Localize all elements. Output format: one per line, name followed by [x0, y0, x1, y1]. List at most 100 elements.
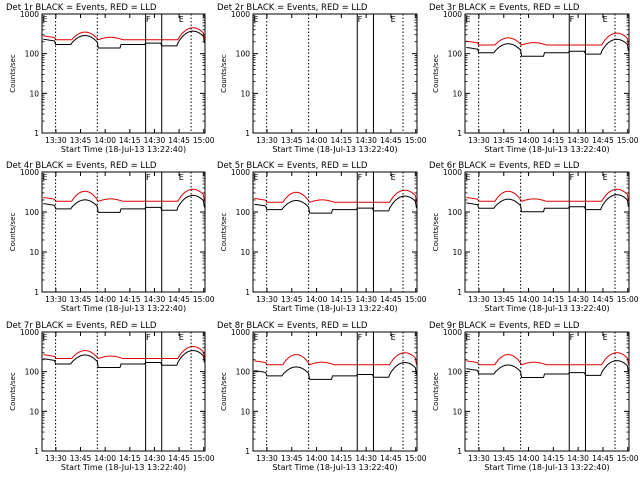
- y-tick-label: 10: [240, 248, 250, 257]
- events-series-line: [43, 30, 205, 49]
- x-tick-label: 13:30: [45, 136, 67, 145]
- x-tick-label: 14:00: [94, 136, 116, 145]
- y-tick-label: 100: [448, 50, 463, 59]
- panel-title: Det 6r BLACK = Events, RED = LLD: [429, 161, 580, 171]
- y-tick-label: 1000: [20, 168, 39, 177]
- panel-title: Det 9r BLACK = Events, RED = LLD: [429, 321, 580, 331]
- x-tick-label: 15:00: [617, 454, 639, 463]
- segment-marker-label: F: [358, 173, 363, 182]
- x-axis-label: Start Time (18-Jul-13 13:22:40): [484, 145, 609, 154]
- events-series-line: [254, 195, 417, 214]
- y-tick-label: 1000: [231, 10, 250, 19]
- x-tick-label: 15:00: [617, 295, 639, 304]
- x-tick-label: 13:30: [45, 454, 67, 463]
- x-tick-label: 13:30: [256, 295, 278, 304]
- x-tick-label: 14:00: [306, 295, 328, 304]
- y-axis-label: Counts/sec: [220, 372, 228, 411]
- y-tick-label: 100: [25, 208, 40, 217]
- y-tick-label: 100: [448, 208, 463, 217]
- panel-title: Det 3r BLACK = Events, RED = LLD: [429, 3, 580, 13]
- y-tick-label: 1: [457, 129, 462, 138]
- y-axis-label: Counts/sec: [9, 54, 17, 93]
- y-tick-label: 100: [236, 208, 251, 217]
- segment-marker-label: E: [391, 333, 396, 342]
- y-tick-label: 10: [240, 89, 250, 98]
- x-tick-label: 14:15: [543, 295, 565, 304]
- x-tick-label: 14:00: [94, 454, 116, 463]
- y-axis-label: Counts/sec: [432, 213, 440, 252]
- segment-marker-label: F: [570, 15, 575, 24]
- x-tick-label: 14:30: [355, 295, 377, 304]
- segment-marker-label: F: [146, 333, 151, 342]
- segment-marker-label: E: [391, 15, 396, 24]
- y-tick-label: 10: [29, 248, 39, 257]
- y-tick-label: 1: [457, 288, 462, 297]
- x-tick-label: 15:00: [193, 295, 215, 304]
- x-tick-label: 14:15: [331, 295, 353, 304]
- x-tick-label: 14:00: [518, 295, 540, 304]
- segment-marker-label: E: [179, 173, 184, 182]
- x-tick-label: 14:15: [331, 454, 353, 463]
- y-tick-label: 1: [245, 447, 250, 456]
- x-tick-label: 14:30: [567, 136, 589, 145]
- x-tick-label: 13:30: [468, 295, 490, 304]
- x-tick-label: 13:45: [281, 454, 303, 463]
- y-tick-label: 100: [448, 368, 463, 377]
- segment-marker-label: E: [391, 173, 396, 182]
- y-axis-label: Counts/sec: [9, 213, 17, 252]
- x-tick-label: 14:00: [518, 136, 540, 145]
- events-series-line: [43, 194, 205, 213]
- x-tick-label: 13:30: [468, 136, 490, 145]
- x-axis-label: Start Time (18-Jul-13 13:22:40): [272, 304, 397, 313]
- y-tick-label: 1: [34, 129, 39, 138]
- x-tick-label: 15:00: [193, 136, 215, 145]
- segment-marker-label: E: [603, 173, 608, 182]
- plot-frame: [252, 13, 418, 134]
- y-tick-label: 1000: [443, 10, 462, 19]
- y-tick-label: 100: [236, 368, 251, 377]
- segment-marker-label: E: [179, 15, 184, 24]
- segment-marker-label: E: [253, 173, 258, 182]
- x-tick-label: 14:45: [168, 454, 190, 463]
- panel-title: Det 4r BLACK = Events, RED = LLD: [6, 161, 157, 171]
- x-tick-label: 13:30: [45, 295, 67, 304]
- y-axis-label: Counts/sec: [220, 213, 228, 252]
- plot-frame: [41, 13, 206, 134]
- segment-marker-label: E: [603, 15, 608, 24]
- panel-det-2: Det 2r BLACK = Events, RED = LLD E F E 1 10 10…: [217, 3, 427, 154]
- plot-frame: [252, 331, 418, 452]
- y-tick-label: 10: [240, 407, 250, 416]
- segment-marker-label: E: [42, 173, 47, 182]
- lld-series-line: [43, 345, 205, 360]
- x-tick-label: 14:30: [144, 136, 166, 145]
- events-series-line: [43, 350, 205, 368]
- y-tick-label: 1000: [443, 328, 462, 337]
- plot-frame: [41, 331, 206, 452]
- x-tick-label: 15:00: [405, 136, 427, 145]
- x-axis-label: Start Time (18-Jul-13 13:22:40): [61, 304, 186, 313]
- x-axis-label: Start Time (18-Jul-13 13:22:40): [272, 145, 397, 154]
- x-axis-label: Start Time (18-Jul-13 13:22:40): [484, 463, 609, 472]
- y-tick-label: 100: [25, 50, 40, 59]
- y-tick-label: 1: [245, 129, 250, 138]
- x-tick-label: 14:00: [306, 454, 328, 463]
- plot-frame: [464, 171, 630, 293]
- y-tick-label: 1000: [231, 168, 250, 177]
- y-tick-label: 1000: [20, 10, 39, 19]
- y-tick-label: 1000: [20, 328, 39, 337]
- plot-frame: [252, 171, 418, 293]
- x-tick-label: 14:30: [144, 295, 166, 304]
- x-tick-label: 14:30: [567, 295, 589, 304]
- segment-marker-label: F: [570, 173, 575, 182]
- plot-frame: [464, 331, 630, 452]
- segment-marker-label: E: [603, 333, 608, 342]
- segment-marker-label: E: [42, 333, 47, 342]
- segment-marker-label: E: [253, 15, 258, 24]
- segment-marker-label: F: [570, 333, 575, 342]
- y-tick-label: 1: [457, 447, 462, 456]
- segment-marker-label: E: [179, 333, 184, 342]
- y-tick-label: 10: [29, 89, 39, 98]
- x-tick-label: 13:45: [493, 295, 515, 304]
